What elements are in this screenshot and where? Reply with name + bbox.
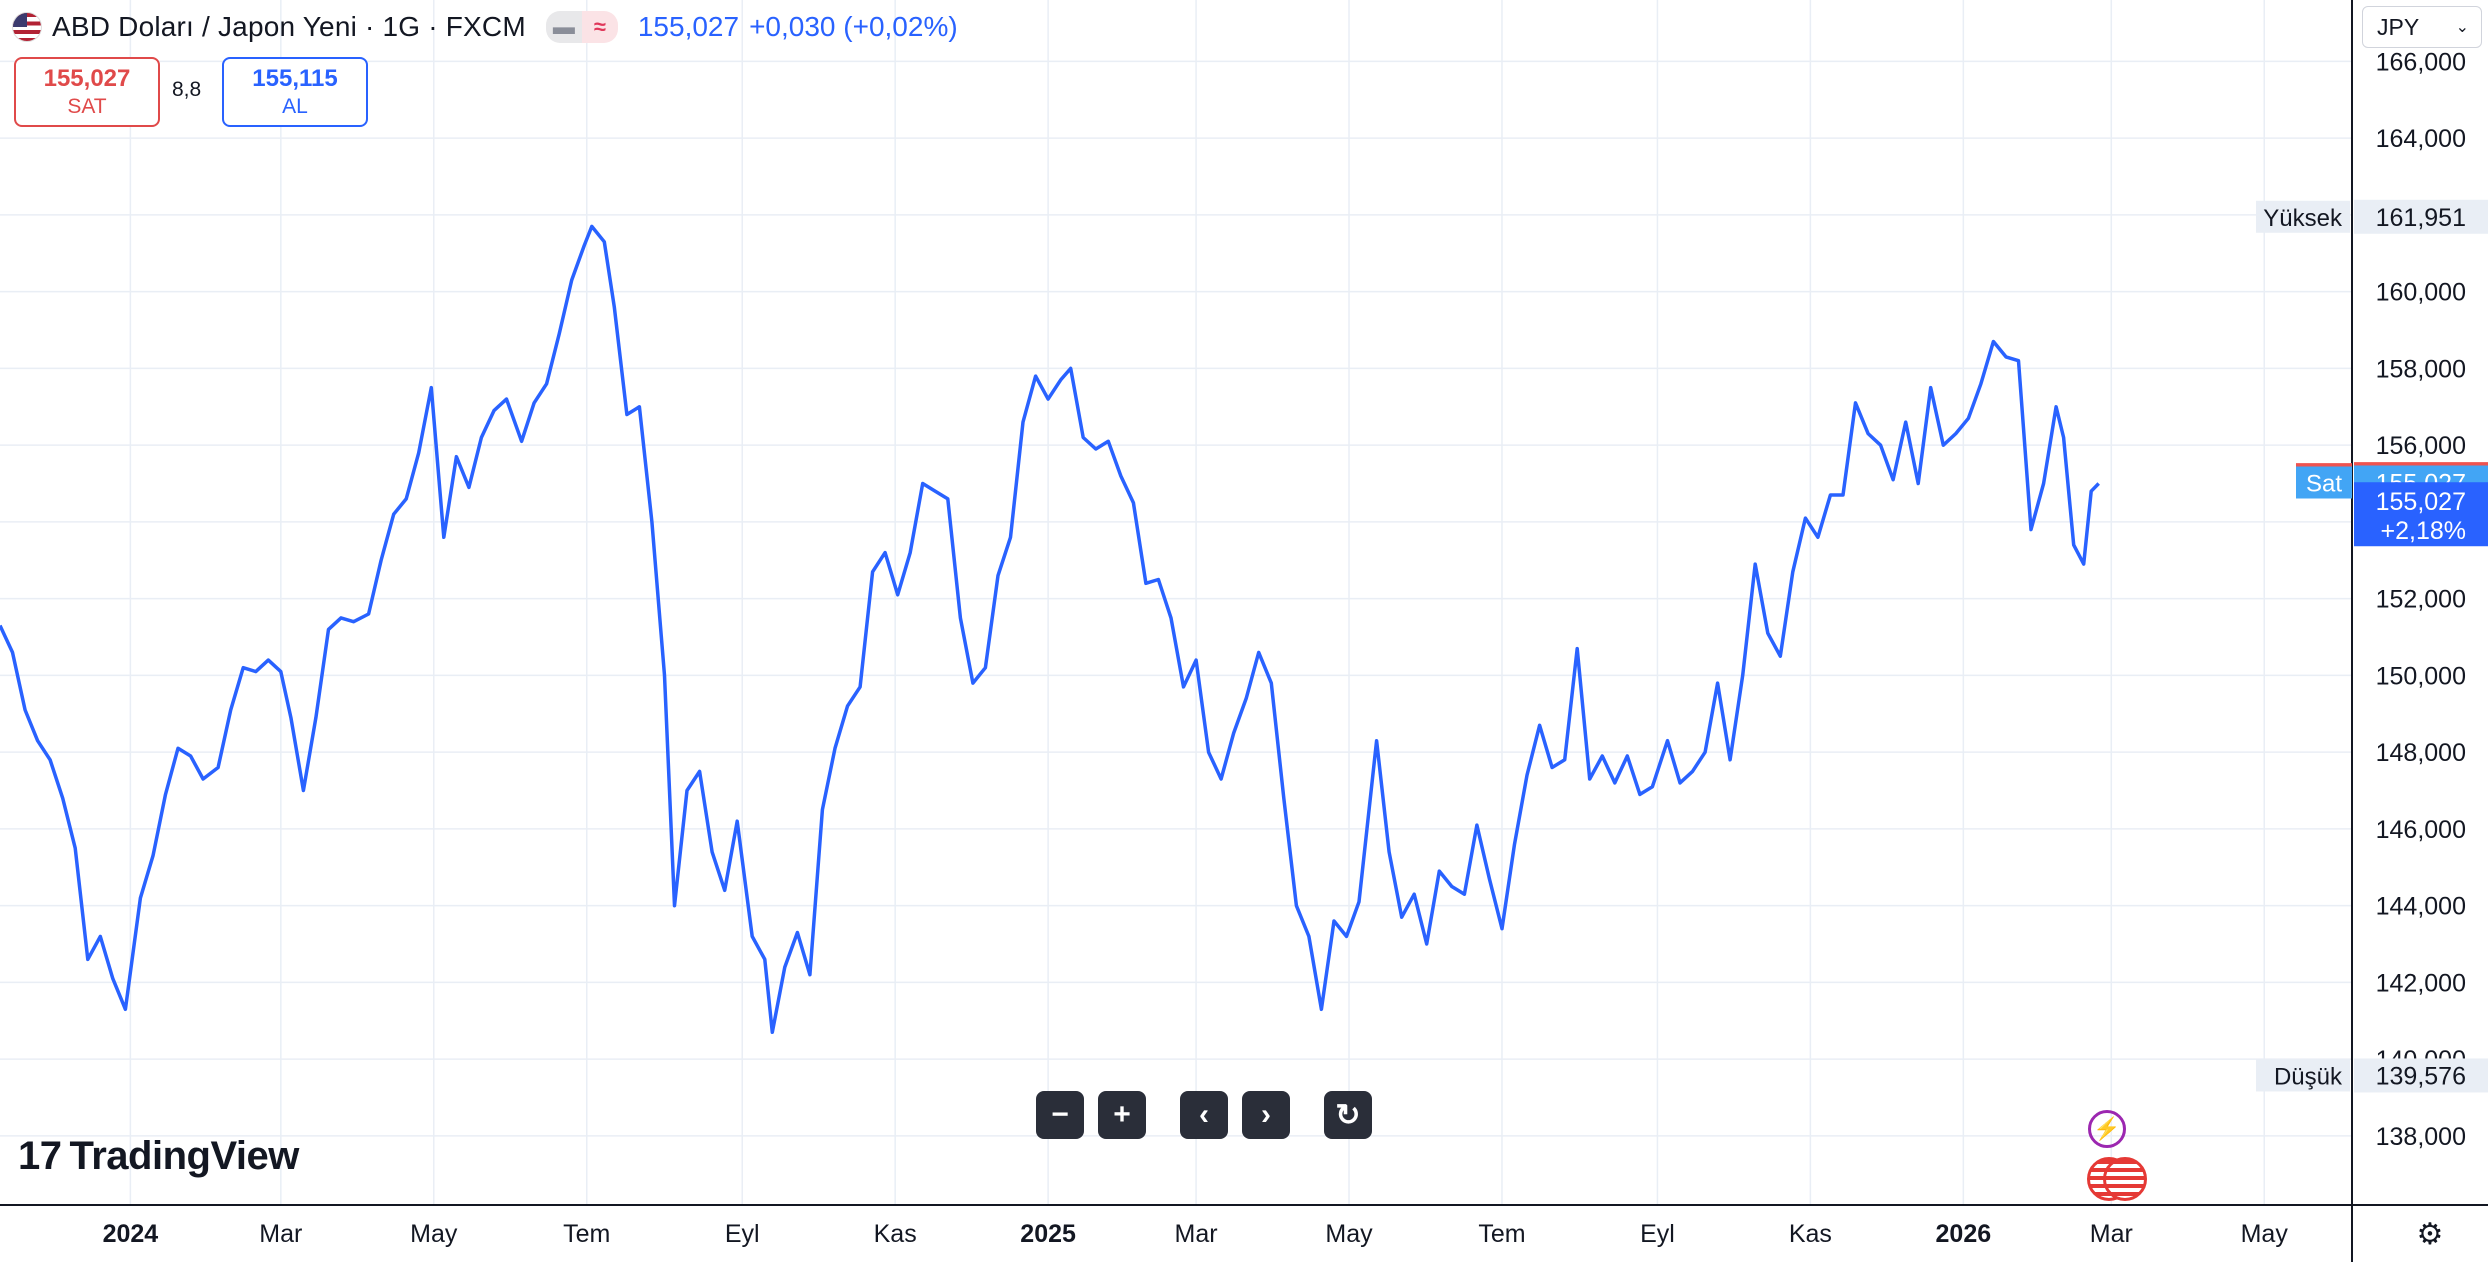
x-tick-label: Mar	[259, 1220, 302, 1248]
x-tick-label: Mar	[2090, 1220, 2133, 1248]
last-price-tag-bg	[2354, 482, 2488, 547]
x-tick-label: 2025	[1020, 1220, 1076, 1248]
x-tick-label: 2026	[1936, 1220, 1992, 1248]
price-tag-label-bg	[2296, 466, 2352, 499]
y-tick-label: 158,000	[2376, 355, 2466, 383]
buy-button[interactable]: 155,115 AL	[222, 57, 368, 127]
price-tag-value: 139,576	[2376, 1062, 2466, 1090]
tradingview-mark-icon: 17	[18, 1134, 62, 1178]
tradingview-logo[interactable]: 17 TradingView	[18, 1134, 299, 1179]
price-tag-label-bg	[2256, 1059, 2350, 1092]
price-tag-value-bg	[2354, 199, 2488, 234]
quote-change: +0,030 (+0,02%)	[749, 11, 958, 42]
x-tick-label: May	[1325, 1220, 1373, 1248]
y-tick-label: 144,000	[2376, 893, 2466, 921]
price-tag-label: Sat	[2306, 470, 2342, 497]
zoom-in-button[interactable]: +	[1098, 1091, 1146, 1139]
x-tick-label: May	[2241, 1220, 2289, 1248]
x-tick-label: Eyl	[725, 1220, 760, 1248]
x-tick-label: May	[410, 1220, 458, 1248]
x-tick-label: Tem	[1478, 1220, 1525, 1248]
scroll-right-button[interactable]: ›	[1242, 1091, 1290, 1139]
symbol-header: ABD Doları / Japon Yeni · 1G · FXCM ▬ ≈ …	[12, 6, 958, 48]
scroll-left-button[interactable]: ‹	[1180, 1091, 1228, 1139]
tradingview-wordmark: TradingView	[69, 1134, 300, 1178]
approx-icon[interactable]: ≈	[581, 11, 618, 43]
y-tick-label: 146,000	[2376, 816, 2466, 844]
buy-label: AL	[282, 95, 308, 118]
reset-group: ↻	[1324, 1091, 1372, 1139]
x-tick-label: Kas	[874, 1220, 917, 1248]
x-tick-label: Eyl	[1640, 1220, 1675, 1248]
sell-price: 155,027	[43, 65, 131, 92]
bolt-icon[interactable]: ⚡	[2088, 1110, 2126, 1148]
x-tick-label: Mar	[1175, 1220, 1218, 1248]
scroll-group: ‹ ›	[1180, 1091, 1290, 1139]
currency-label: JPY	[2377, 13, 2420, 40]
y-tick-label: 138,000	[2376, 1123, 2466, 1151]
y-tick-label: 160,000	[2376, 279, 2466, 307]
y-tick-label: 148,000	[2376, 739, 2466, 767]
x-tick-label: Kas	[1789, 1220, 1832, 1248]
buy-price: 155,115	[252, 65, 338, 92]
chevron-down-icon: ⌄	[2455, 19, 2469, 36]
y-tick-label: 152,000	[2376, 586, 2466, 614]
y-tick-label: 150,000	[2376, 662, 2466, 690]
y-tick-label: 156,000	[2376, 432, 2466, 460]
usd-jpy-flag-icon	[12, 12, 42, 42]
spread-value: 8,8	[172, 78, 202, 101]
price-tag-value: 161,951	[2376, 204, 2466, 232]
symbol-title[interactable]: ABD Doları / Japon Yeni · 1G · FXCM	[52, 11, 526, 42]
indicator-pill[interactable]: ▬ ≈	[545, 11, 618, 43]
minus-icon[interactable]: ▬	[545, 11, 582, 43]
us-flag-icon[interactable]	[2103, 1157, 2147, 1201]
y-tick-label: 164,000	[2376, 125, 2466, 153]
x-tick-label: 2024	[103, 1220, 159, 1248]
price-tag-label: Düşük	[2274, 1063, 2343, 1090]
sell-label: SAT	[67, 95, 107, 118]
price-tag-label-bg	[2256, 200, 2350, 233]
x-tick-label: Tem	[563, 1220, 610, 1248]
price-series-line[interactable]	[0, 224, 2100, 1035]
reset-button[interactable]: ↻	[1324, 1091, 1372, 1139]
currency-select[interactable]: JPY ⌄	[2362, 6, 2482, 48]
zoom-out-button[interactable]: −	[1036, 1091, 1084, 1139]
zoom-group: − +	[1036, 1091, 1146, 1139]
sell-button[interactable]: 155,027 SAT	[14, 57, 160, 127]
price-tag-value-bg	[2354, 1058, 2488, 1093]
settings-icon[interactable]: ⚙	[2416, 1217, 2444, 1251]
last-price-change: +2,18%	[2381, 517, 2467, 545]
last-price-value: 155,027	[2376, 488, 2466, 516]
price-tag-label: Yüksek	[2263, 205, 2343, 232]
y-tick-label: 142,000	[2376, 969, 2466, 997]
y-tick-label: 166,000	[2376, 48, 2466, 76]
quote-price: 155,027	[637, 11, 740, 42]
